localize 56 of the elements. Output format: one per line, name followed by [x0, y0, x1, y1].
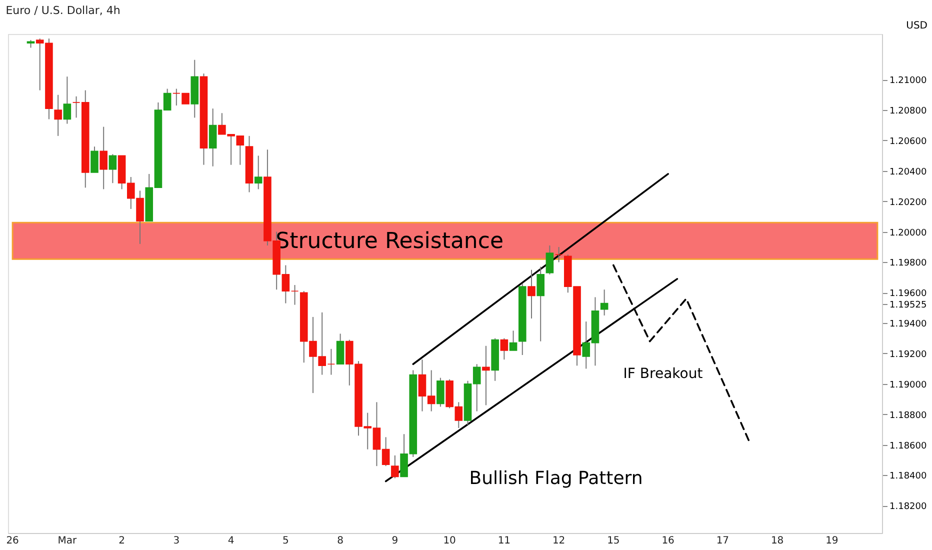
x-tick-label: 4	[228, 536, 234, 546]
x-tick-label: 19	[826, 536, 838, 546]
candlestick	[509, 330, 518, 351]
x-tick-label: 17	[716, 536, 730, 546]
x-tick-label: Mar	[58, 536, 78, 546]
x-tick-label: 5	[282, 536, 289, 546]
y-tick-label: 1.21000	[890, 76, 927, 86]
y-tick-label: 1.18800	[890, 410, 927, 421]
candlestick	[482, 345, 490, 406]
y-tick-label: 1.18200	[890, 502, 927, 512]
candlestick	[100, 126, 108, 190]
x-tick-label: 18	[770, 536, 784, 546]
candlestick	[546, 244, 554, 275]
y-tick-label: 1.19400	[890, 320, 927, 330]
y-tick-label: 1.18400	[890, 472, 927, 482]
y-axis-title: USD	[906, 20, 928, 32]
x-tick-label: 10	[443, 536, 456, 546]
chart-title: Euro / U.S. Dollar, 4h	[6, 4, 120, 17]
candlestick	[90, 146, 98, 173]
y-tick-label: 1.20800	[890, 106, 927, 117]
y-tick-label: 1.20200	[890, 198, 927, 208]
candlestick	[500, 338, 508, 360]
candlestick	[391, 454, 399, 479]
candlestick	[528, 269, 536, 319]
band-label: Structure Resistance	[276, 228, 504, 254]
x-tick-label: 15	[607, 536, 620, 546]
candlestick	[290, 284, 299, 306]
x-tick-label: 3	[173, 536, 180, 546]
x-tick-label: 26	[6, 536, 19, 546]
y-tick-label: 1.19000	[890, 380, 927, 390]
candlestick	[554, 246, 563, 263]
y-tick-label: 1.19525	[890, 300, 927, 311]
x-tick-label: 9	[392, 536, 398, 546]
y-tick-label: 1.19600	[890, 289, 927, 300]
candlestick	[63, 76, 72, 124]
candlestick	[536, 266, 544, 342]
x-tick-label: 16	[662, 536, 674, 546]
x-tick-label: 8	[337, 536, 344, 546]
y-tick-label: 1.20400	[890, 167, 927, 178]
x-tick-label: 11	[498, 536, 511, 546]
x-tick-label: 12	[552, 536, 566, 546]
y-tick-label: 1.20000	[890, 228, 927, 238]
candlestick	[54, 94, 62, 136]
annotation: IF Breakout	[623, 366, 704, 382]
candlestick	[436, 377, 444, 408]
y-tick-label: 1.20600	[890, 136, 927, 147]
candlestick	[254, 155, 262, 190]
y-tick-label: 1.19800	[890, 258, 927, 269]
candlestick	[600, 289, 608, 316]
annotation: Bullish Flag Pattern	[469, 468, 643, 489]
x-tick-label: 2	[118, 536, 125, 546]
y-tick-label: 1.18600	[890, 441, 927, 452]
candlestick	[208, 108, 217, 167]
candlestick	[336, 333, 344, 365]
candlestick	[108, 154, 117, 184]
y-tick-label: 1.19200	[890, 350, 927, 360]
